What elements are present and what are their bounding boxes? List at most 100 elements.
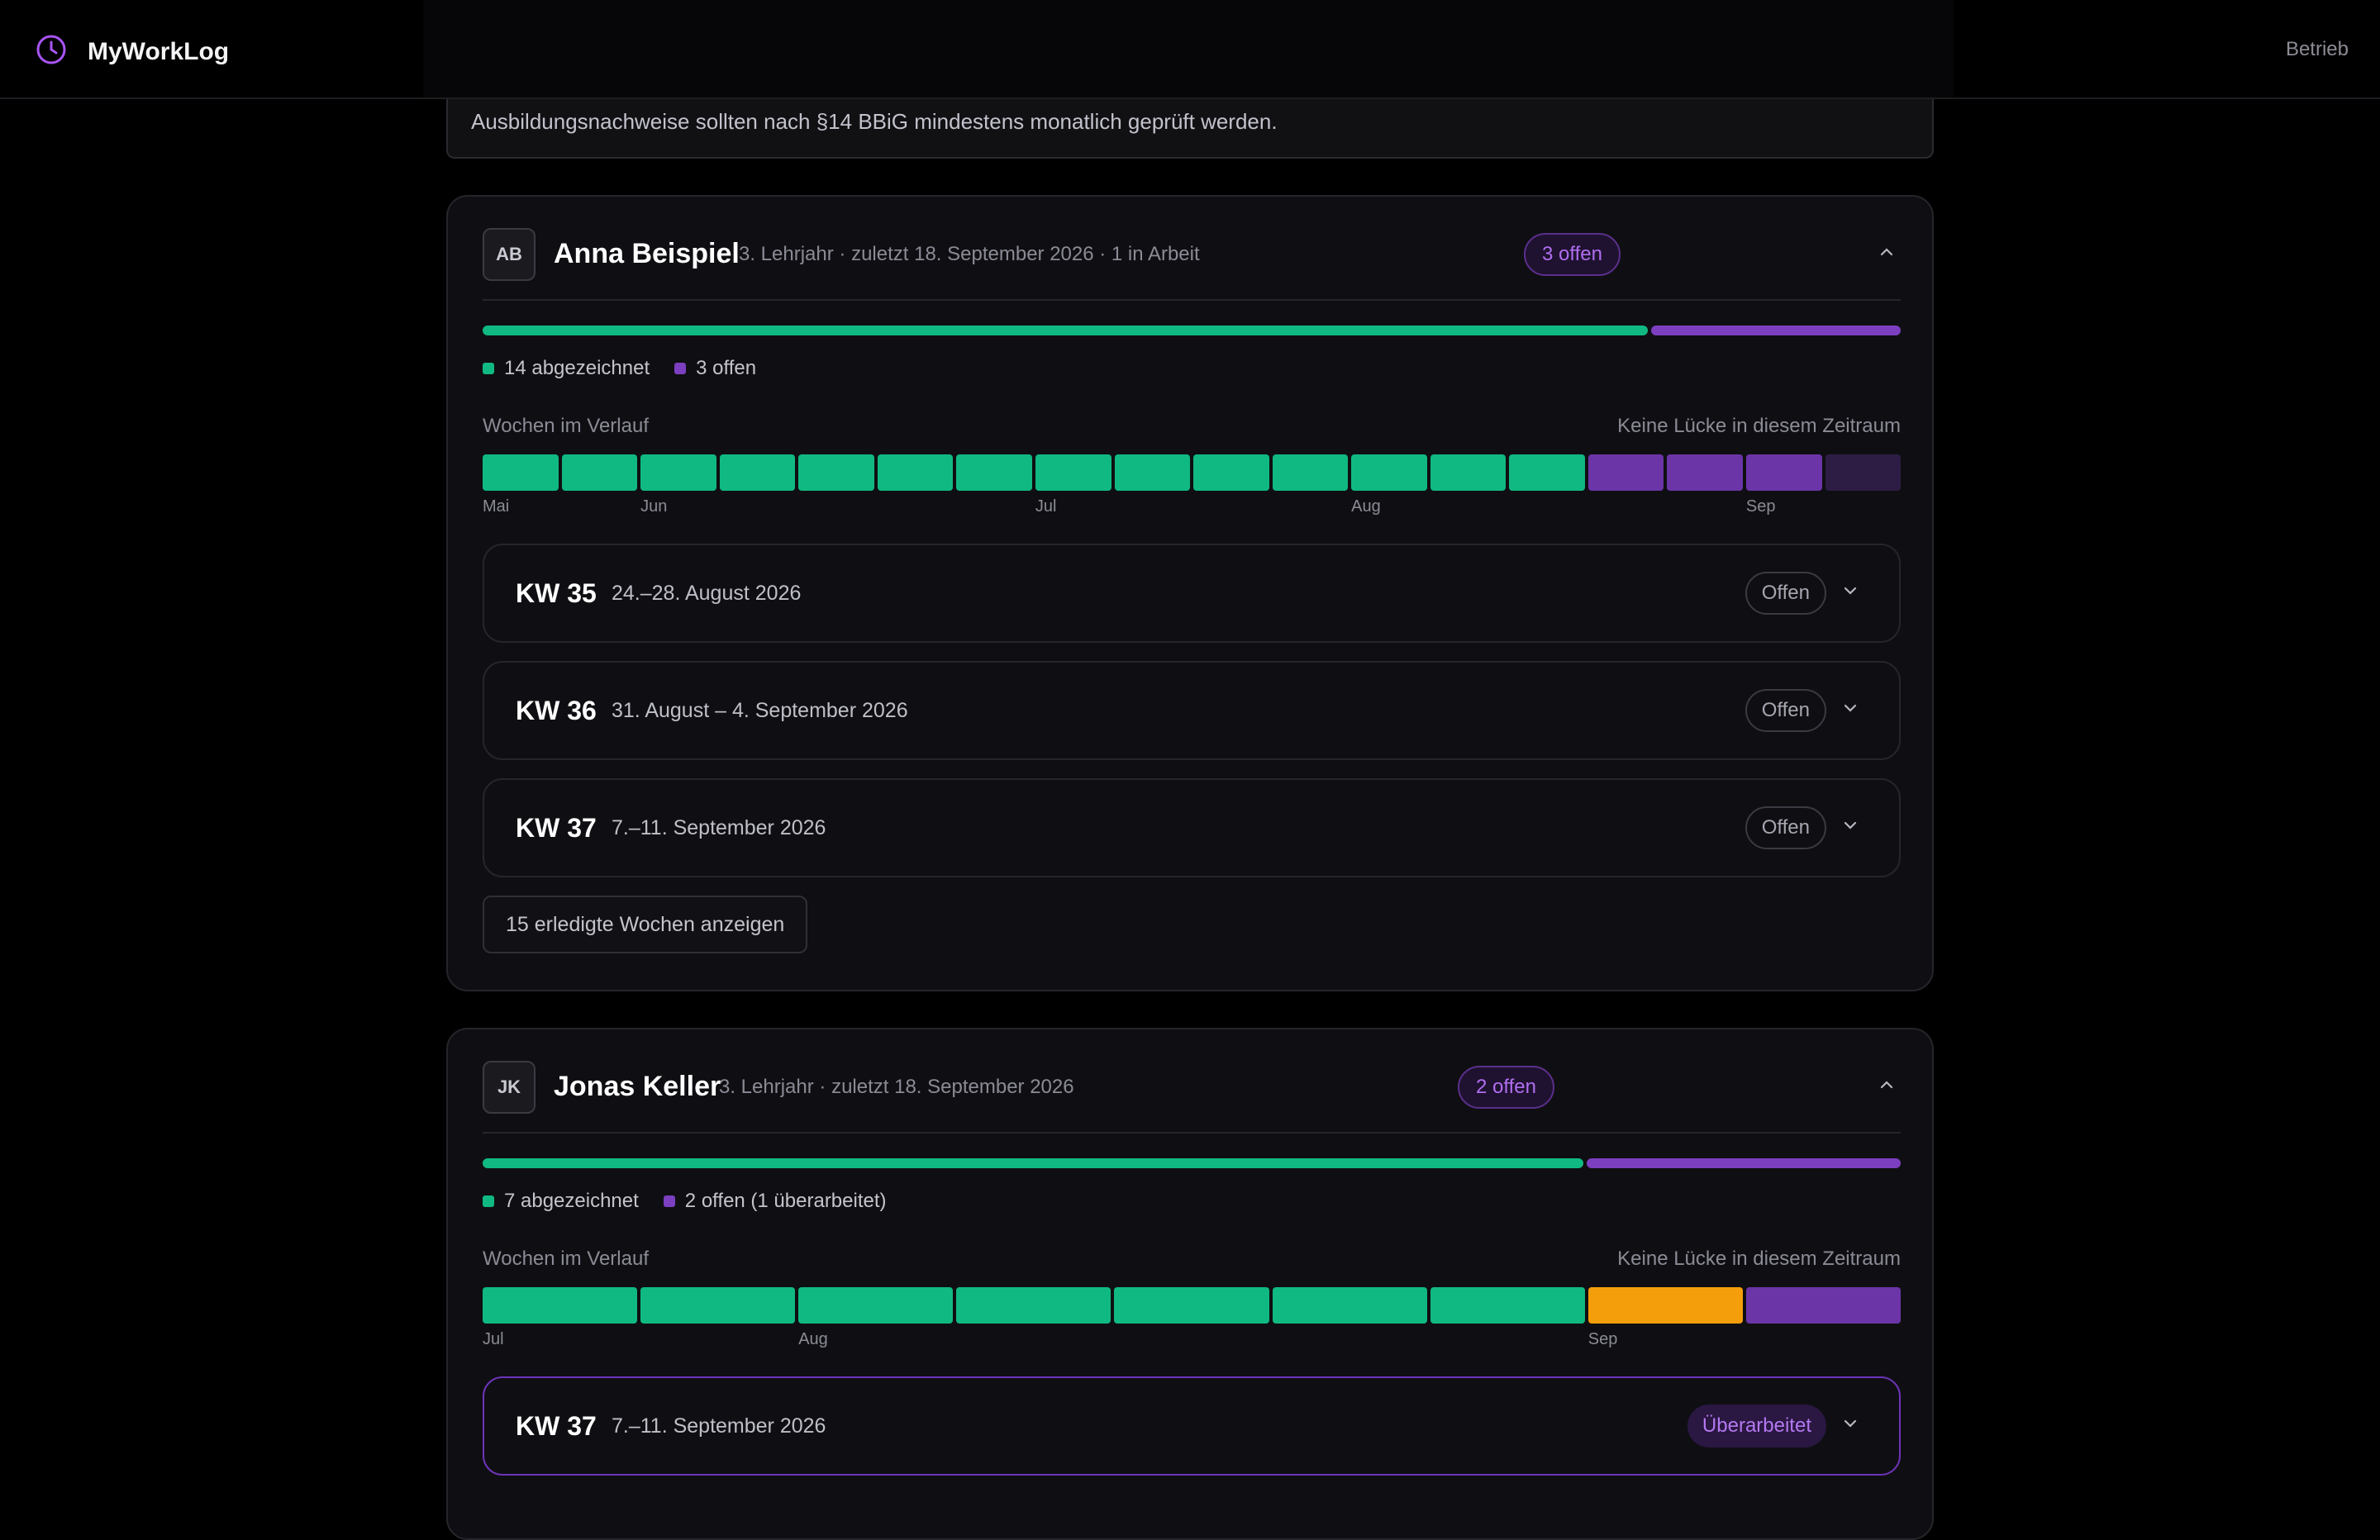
chevron-down-icon [1841, 1414, 1859, 1437]
week-cell-done[interactable] [719, 454, 796, 491]
week-row[interactable]: KW 37 7.–11. September 2026 Offen [483, 778, 1901, 877]
progress-bar [483, 1158, 1901, 1168]
month-label: Mai [483, 497, 510, 516]
month-label: Sep [1745, 497, 1776, 516]
weeks-note: Keine Lücke in diesem Zeitraum [1617, 1248, 1901, 1270]
show-completed-weeks-button[interactable]: 15 erledigte Wochen anzeigen [483, 896, 808, 953]
company-link[interactable]: Betrieb [2285, 38, 2349, 60]
purple-square-icon [663, 1195, 675, 1207]
progress-done-segment [483, 326, 1648, 335]
green-square-icon [483, 363, 494, 374]
week-number: KW 37 [516, 1411, 597, 1441]
week-cell-done[interactable] [1193, 454, 1269, 491]
expand-button[interactable] [1838, 1413, 1863, 1438]
progress-open-segment [1586, 1158, 1901, 1168]
top-bar: MyWorkLog Betrieb [0, 0, 2380, 99]
trainee-header[interactable]: JK Jonas Keller 3. Lehrjahr · zuletzt 18… [483, 1061, 1901, 1120]
week-cell-open[interactable] [1746, 454, 1822, 491]
week-cell-future[interactable] [1825, 454, 1902, 491]
week-cell-done[interactable] [1114, 1287, 1269, 1324]
week-dates: 31. August – 4. September 2026 [612, 699, 908, 722]
month-label: Aug [1351, 497, 1381, 516]
week-cell-open[interactable] [1587, 454, 1664, 491]
week-cell-done[interactable] [798, 1287, 954, 1324]
week-cell-done[interactable] [956, 1287, 1111, 1324]
progress-legend: 7 abgezeichnet 2 offen (1 überarbeitet) [483, 1190, 887, 1213]
clock-icon [35, 33, 68, 70]
open-count-badge: 2 offen [1458, 1066, 1554, 1109]
expand-button[interactable] [1838, 580, 1863, 605]
status-badge: Offen [1745, 806, 1826, 849]
header-divider [483, 1132, 1901, 1134]
week-cell-open[interactable] [1667, 454, 1743, 491]
collapse-button[interactable] [1873, 240, 1901, 268]
month-labels: Mai Jun Jul Aug Sep [483, 497, 1901, 517]
week-cell-done[interactable] [1272, 454, 1349, 491]
chevron-down-icon [1841, 816, 1859, 839]
header-divider [483, 299, 1901, 301]
week-cell-done[interactable] [956, 454, 1032, 491]
week-cell-done[interactable] [1351, 454, 1427, 491]
weeks-note: Keine Lücke in diesem Zeitraum [1617, 415, 1901, 437]
week-dates: 7.–11. September 2026 [612, 816, 826, 839]
expand-button[interactable] [1838, 697, 1863, 722]
week-strip [483, 1287, 1901, 1324]
legend-open-label: 3 offen [696, 357, 757, 379]
trainee-header[interactable]: AB Anna Beispiel 3. Lehrjahr · zuletzt 1… [483, 228, 1901, 288]
week-cell-done[interactable] [798, 454, 874, 491]
week-cell-done[interactable] [561, 454, 638, 491]
week-cell-done[interactable] [1509, 454, 1585, 491]
collapse-button[interactable] [1873, 1072, 1901, 1100]
month-label: Aug [798, 1330, 828, 1348]
expand-button[interactable] [1838, 815, 1863, 839]
legend-open: 3 offen [674, 357, 756, 380]
legend-done: 7 abgezeichnet [483, 1190, 639, 1213]
legend-open: 2 offen (1 überarbeitet) [663, 1190, 887, 1213]
week-cell-done[interactable] [483, 1287, 638, 1324]
trainee-name: Jonas Keller [554, 1071, 721, 1102]
week-cell-done[interactable] [483, 454, 559, 491]
week-cell-done[interactable] [1430, 454, 1507, 491]
week-row[interactable]: KW 36 31. August – 4. September 2026 Off… [483, 661, 1901, 760]
weeks-label: Wochen im Verlauf [483, 415, 649, 437]
week-cell-done[interactable] [1430, 1287, 1585, 1324]
week-cell-done[interactable] [640, 1287, 796, 1324]
week-row[interactable]: KW 35 24.–28. August 2026 Offen [483, 544, 1901, 643]
week-row[interactable]: KW 37 7.–11. September 2026 Überarbeitet [483, 1376, 1901, 1476]
chevron-up-icon [1878, 1076, 1896, 1098]
legend-done-label: 14 abgezeichnet [504, 357, 650, 379]
week-strip [483, 454, 1902, 491]
status-badge: Offen [1745, 572, 1826, 615]
week-cell-done[interactable] [877, 454, 954, 491]
chevron-down-icon [1841, 582, 1859, 604]
progress-bar [483, 326, 1901, 335]
week-cell-open[interactable] [1745, 1287, 1901, 1324]
status-badge: Offen [1745, 689, 1826, 732]
month-label: Jul [483, 1330, 504, 1348]
brand[interactable]: MyWorkLog [35, 33, 229, 70]
month-label: Jun [640, 497, 668, 516]
week-dates: 24.–28. August 2026 [612, 582, 802, 605]
app-name: MyWorkLog [88, 37, 230, 65]
week-cell-revised[interactable] [1587, 1287, 1743, 1324]
week-cell-done[interactable] [640, 454, 716, 491]
trainee-card: AB Anna Beispiel 3. Lehrjahr · zuletzt 1… [446, 195, 1934, 991]
week-number: KW 35 [516, 578, 597, 608]
open-count-badge: 3 offen [1524, 233, 1621, 276]
week-dates: 7.–11. September 2026 [612, 1414, 826, 1438]
legend-done-label: 7 abgezeichnet [504, 1190, 639, 1212]
avatar: JK [483, 1061, 536, 1114]
month-label: Jul [1035, 497, 1057, 516]
week-number: KW 36 [516, 696, 597, 725]
week-cell-done[interactable] [1114, 454, 1191, 491]
week-cell-done[interactable] [1035, 454, 1111, 491]
legend-open-label: 2 offen (1 überarbeitet) [684, 1190, 887, 1212]
weeks-label: Wochen im Verlauf [483, 1248, 649, 1270]
status-badge: Überarbeitet [1687, 1405, 1826, 1447]
top-bar-center-shade [423, 0, 1954, 97]
week-cell-done[interactable] [1272, 1287, 1427, 1324]
chevron-down-icon [1841, 699, 1859, 721]
week-number: KW 37 [516, 813, 597, 843]
chevron-up-icon [1878, 243, 1896, 265]
avatar: AB [483, 228, 536, 281]
